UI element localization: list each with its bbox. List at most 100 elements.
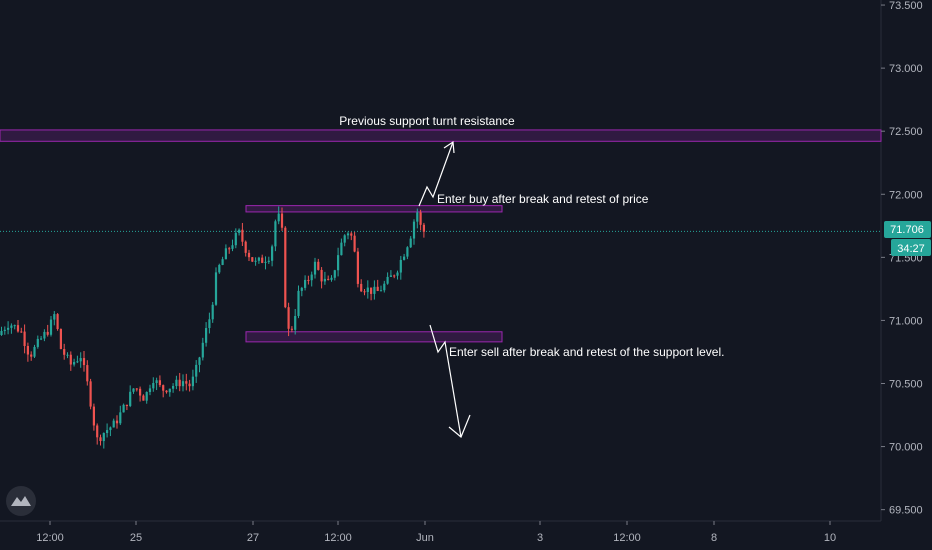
sell-arrow-path	[429, 324, 462, 438]
candle-body	[92, 406, 95, 426]
countdown-label: 34:27	[897, 243, 925, 255]
candle-body	[172, 385, 175, 389]
candle-body	[175, 379, 178, 386]
candle-body	[36, 338, 39, 347]
candle-body	[66, 354, 69, 356]
candle-body	[231, 245, 234, 249]
time-axis[interactable]: 12:00 25 27 12:00 Jun 3 12:00 8 10	[36, 521, 836, 544]
y-tick-label: 71.000	[889, 315, 923, 327]
candle-body	[181, 381, 185, 387]
candle-body	[244, 241, 247, 253]
candle-body	[356, 251, 359, 284]
upper-box-zone[interactable]	[245, 205, 503, 213]
candle-body	[198, 357, 201, 365]
candle-body	[30, 354, 33, 357]
x-tick-label: Jun	[416, 532, 434, 544]
candle-body	[125, 404, 128, 406]
candle-body	[363, 291, 366, 293]
candle-body	[373, 286, 376, 294]
candle-body	[267, 260, 270, 262]
x-tick-label: 12:00	[36, 532, 64, 544]
candle-body	[300, 287, 303, 291]
candle-body	[287, 307, 290, 329]
candle-body	[416, 212, 419, 222]
candle-body	[327, 278, 330, 280]
candle-body	[129, 391, 132, 406]
candle-body	[109, 427, 112, 431]
candle-body	[102, 433, 105, 442]
candle-body	[386, 276, 389, 284]
candle-body	[294, 315, 297, 330]
candle-body	[162, 385, 165, 391]
candle-body	[106, 430, 109, 434]
candle-body	[89, 381, 92, 407]
candle-body	[353, 235, 356, 252]
x-tick-label: 12:00	[324, 532, 352, 544]
candle-body	[360, 283, 363, 292]
candle-body	[165, 390, 168, 393]
x-tick-label: 12:00	[613, 532, 641, 544]
candle-body	[234, 232, 237, 246]
resistance-zone[interactable]	[0, 129, 882, 142]
candle-body	[313, 261, 317, 275]
candle-body	[422, 224, 425, 232]
candle-body	[346, 233, 350, 236]
sell-label: Enter sell after break and retest of the…	[449, 345, 724, 359]
candle-body	[290, 328, 293, 330]
candle-body	[152, 382, 155, 389]
lower-box-zone[interactable]	[245, 331, 503, 343]
candle-body	[241, 229, 244, 242]
x-tick-label: 8	[711, 532, 717, 544]
candle-body	[43, 331, 46, 339]
y-tick-label: 73.000	[889, 63, 923, 75]
candle-body	[383, 283, 386, 291]
candle-body	[99, 437, 102, 442]
candle-body	[340, 242, 343, 256]
candle-body	[337, 255, 340, 271]
candle-body	[379, 290, 383, 292]
buy-arrow	[418, 140, 455, 207]
candle-body	[188, 383, 191, 387]
logo-mountain	[11, 496, 31, 506]
candle-body	[56, 314, 59, 330]
candle-body	[274, 221, 277, 247]
candles-layer	[0, 206, 425, 449]
y-tick-label: 72.000	[889, 189, 923, 201]
candle-body	[343, 235, 346, 243]
candle-body	[73, 362, 76, 365]
candle-body	[40, 338, 43, 340]
candle-body	[271, 246, 274, 261]
candle-body	[158, 380, 161, 386]
candle-body	[280, 213, 284, 228]
candle-body	[211, 304, 214, 320]
candle-body	[13, 325, 16, 327]
candle-body	[16, 325, 20, 332]
candle-body	[399, 259, 402, 273]
candle-body	[155, 380, 158, 383]
candle-body	[142, 395, 145, 401]
last-price-box	[884, 221, 931, 238]
candle-body	[330, 277, 333, 280]
candle-body	[224, 248, 227, 260]
candle-body	[23, 331, 26, 346]
x-tick-label: 10	[824, 532, 836, 544]
buy-label: Enter buy after break and retest of pric…	[437, 192, 649, 206]
tradingview-logo-icon[interactable]	[6, 486, 36, 516]
candle-body	[86, 365, 89, 382]
candle-body	[333, 270, 336, 278]
sell-arrow	[429, 324, 471, 438]
candle-body	[26, 345, 29, 355]
candle-body	[261, 257, 264, 263]
candle-body	[307, 279, 310, 281]
candle-body	[310, 274, 313, 281]
candle-body	[135, 388, 138, 390]
candle-body	[350, 233, 353, 236]
zones-layer	[0, 129, 882, 343]
candle-body	[284, 227, 287, 308]
candle-body	[304, 279, 307, 288]
buy-arrow-path	[418, 141, 454, 207]
candle-body	[7, 327, 10, 330]
candle-body	[76, 361, 79, 363]
